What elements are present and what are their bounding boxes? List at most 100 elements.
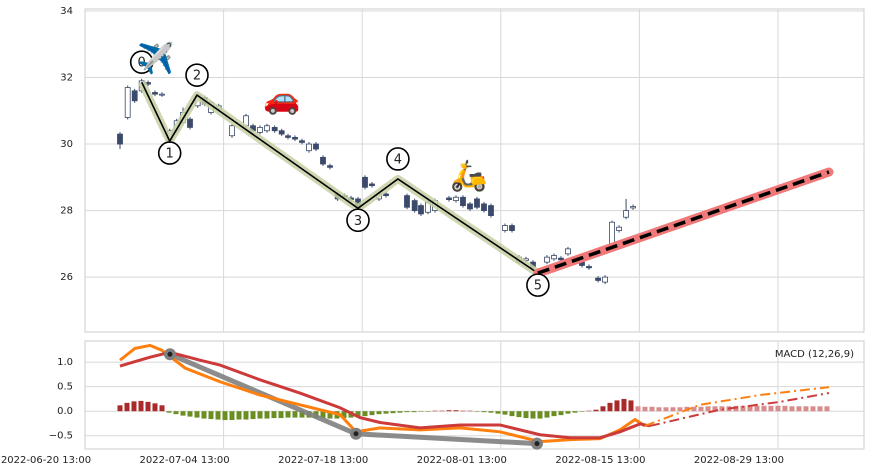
macd-wave-point-core bbox=[167, 351, 173, 357]
histogram-bar bbox=[523, 411, 529, 419]
histogram-bar bbox=[677, 407, 683, 412]
candle-body bbox=[229, 125, 235, 137]
candle-body bbox=[616, 226, 622, 231]
candle-body bbox=[313, 143, 319, 150]
candle-body bbox=[285, 135, 291, 138]
histogram-bar bbox=[299, 411, 305, 418]
wave-label: 2 bbox=[193, 69, 201, 84]
wave-label-circle bbox=[526, 273, 550, 297]
histogram-bar bbox=[789, 406, 795, 412]
wave-label-circle bbox=[386, 147, 410, 171]
histogram-bar bbox=[719, 406, 725, 412]
histogram-bar bbox=[754, 405, 760, 412]
y-tick-label: 34 bbox=[60, 6, 73, 17]
candle-body bbox=[369, 183, 375, 187]
histogram-bar bbox=[691, 406, 697, 412]
y-tick-label: 0.0 bbox=[57, 406, 73, 417]
histogram-bar bbox=[369, 411, 375, 416]
histogram-bar bbox=[271, 411, 277, 419]
candle-body bbox=[404, 195, 410, 208]
histogram-bar bbox=[810, 406, 816, 412]
x-tick-label: 2022-07-04 13:00 bbox=[140, 455, 230, 466]
histogram-bar bbox=[817, 406, 823, 412]
wave-label-circle bbox=[185, 63, 209, 87]
y-tick-label: −0.5 bbox=[49, 431, 73, 442]
histogram-bar bbox=[152, 403, 158, 412]
wave-label-circle bbox=[129, 50, 154, 74]
histogram-bar bbox=[264, 411, 270, 419]
wave-label-circle bbox=[157, 141, 182, 165]
histogram-bar bbox=[355, 411, 361, 418]
histogram-bar bbox=[537, 411, 543, 419]
histogram-bar bbox=[747, 405, 753, 412]
candle-body bbox=[481, 203, 487, 211]
histogram-bar bbox=[229, 411, 235, 421]
y-tick-label: 32 bbox=[60, 73, 73, 84]
wave-label: 0 bbox=[138, 56, 146, 71]
histogram-bar bbox=[544, 411, 550, 418]
histogram-bar bbox=[222, 411, 228, 421]
candle-body bbox=[474, 198, 480, 208]
candle-body bbox=[257, 127, 263, 133]
candle-body bbox=[602, 276, 608, 283]
candle-body bbox=[159, 93, 165, 96]
wave-label: 3 bbox=[354, 214, 362, 229]
histogram-bar bbox=[257, 411, 263, 419]
histogram-bar bbox=[635, 406, 641, 412]
histogram-bar bbox=[124, 402, 130, 412]
candle-body bbox=[131, 90, 138, 102]
histogram-bar bbox=[341, 411, 347, 419]
histogram-bar bbox=[607, 402, 613, 412]
histogram-bar bbox=[782, 405, 788, 412]
candle-body bbox=[264, 125, 270, 132]
candle-body bbox=[152, 92, 158, 95]
wave-label: 4 bbox=[394, 152, 402, 167]
histogram-bar bbox=[698, 406, 704, 412]
histogram-bar bbox=[509, 411, 515, 417]
price-panel bbox=[84, 8, 865, 333]
histogram-bar bbox=[201, 411, 207, 419]
histogram-bar bbox=[558, 411, 564, 416]
x-tick-label: 2022-08-15 13:00 bbox=[555, 455, 645, 466]
histogram-bar bbox=[390, 411, 396, 414]
histogram-bar bbox=[236, 411, 242, 420]
histogram-bar bbox=[383, 411, 389, 414]
histogram-bar bbox=[796, 406, 802, 412]
histogram-bar bbox=[775, 405, 781, 412]
histogram-bar bbox=[376, 411, 382, 415]
wave-label-circle bbox=[346, 208, 370, 233]
candle-body bbox=[509, 225, 515, 231]
histogram-bar bbox=[362, 411, 368, 417]
candle-body bbox=[327, 165, 333, 168]
candle-body bbox=[467, 203, 473, 210]
y-tick-label: 0.5 bbox=[57, 382, 73, 393]
candle-body bbox=[411, 200, 418, 211]
histogram-bar bbox=[488, 411, 494, 413]
y-tick-label: 26 bbox=[60, 272, 73, 283]
candle-body bbox=[595, 277, 601, 281]
histogram-bar bbox=[292, 411, 298, 418]
histogram-bar bbox=[320, 411, 326, 419]
histogram-bar bbox=[761, 405, 767, 412]
candle-body bbox=[453, 196, 459, 202]
candle-body bbox=[362, 176, 368, 188]
histogram-bar bbox=[593, 409, 599, 412]
candle-body bbox=[320, 156, 326, 165]
x-tick-label: 2022-06-20 13:00 bbox=[1, 455, 91, 466]
histogram-bar bbox=[138, 400, 144, 412]
histogram-bar bbox=[453, 410, 459, 412]
icon: ✈️ bbox=[137, 40, 174, 77]
histogram-bar bbox=[166, 411, 172, 413]
macd-line bbox=[119, 350, 651, 440]
candle-body bbox=[623, 210, 629, 218]
candle-body bbox=[306, 143, 312, 152]
icon: 🛵 bbox=[450, 159, 487, 194]
histogram-bar bbox=[495, 411, 501, 414]
histogram-bar bbox=[502, 411, 508, 415]
y-tick-label: 30 bbox=[60, 139, 73, 150]
candle-body bbox=[630, 206, 636, 209]
histogram-bar bbox=[649, 406, 655, 412]
candle-body bbox=[544, 256, 550, 263]
